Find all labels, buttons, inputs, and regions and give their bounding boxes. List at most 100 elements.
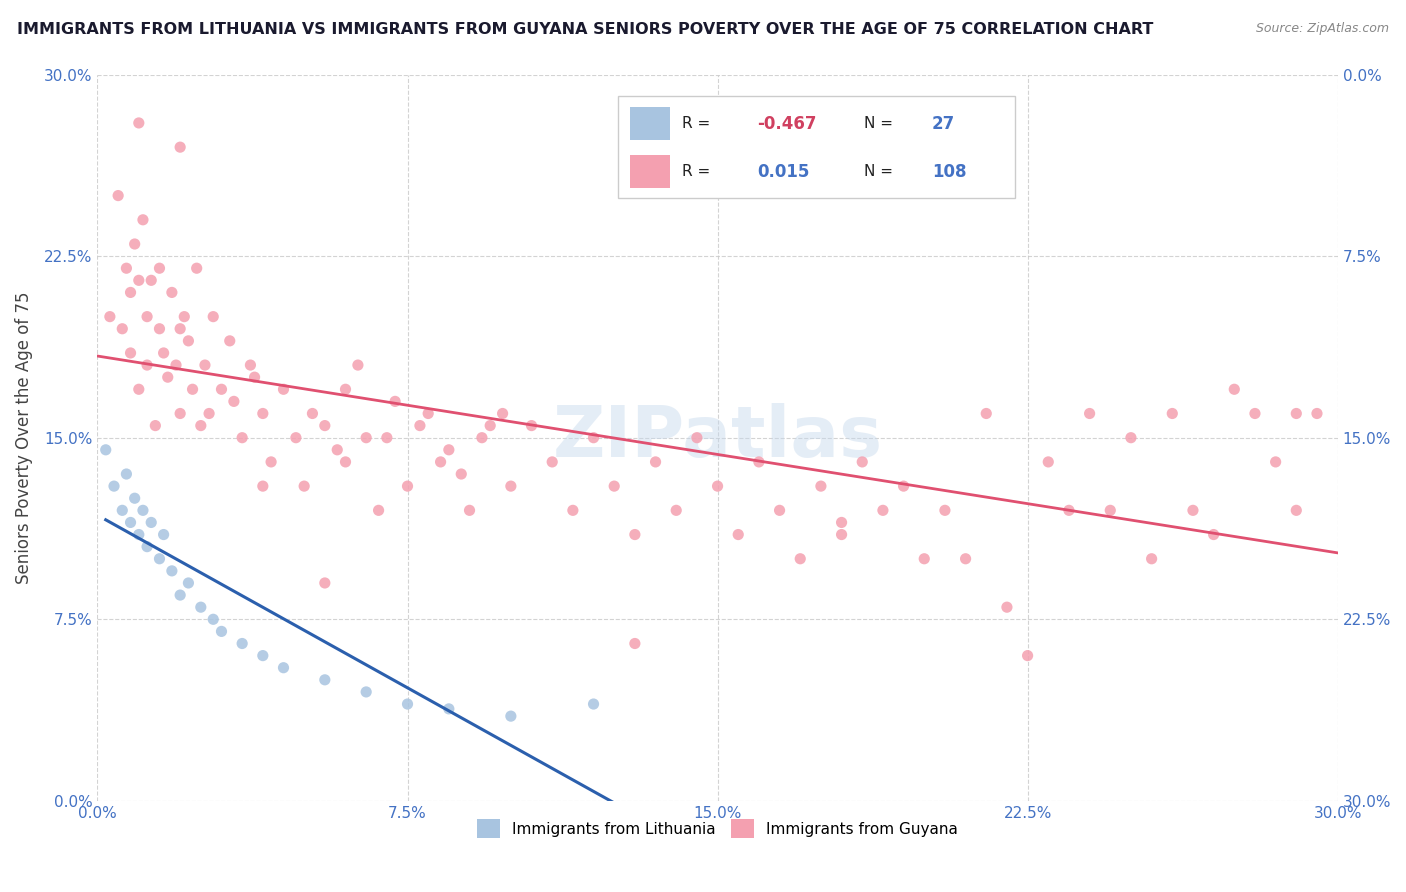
Point — [1264, 455, 1286, 469]
Point — [143, 418, 166, 433]
Point — [124, 237, 146, 252]
Point — [132, 503, 155, 517]
Point — [177, 576, 200, 591]
Point — [727, 527, 749, 541]
Point — [1099, 503, 1122, 517]
Point — [335, 382, 357, 396]
Point — [893, 479, 915, 493]
Point — [314, 673, 336, 687]
Point — [136, 310, 159, 324]
Point — [1202, 527, 1225, 541]
Point — [94, 442, 117, 457]
Point — [243, 370, 266, 384]
Point — [120, 516, 142, 530]
Point — [173, 310, 195, 324]
Point — [872, 503, 894, 517]
Point — [103, 479, 125, 493]
Point — [148, 322, 170, 336]
Point — [1181, 503, 1204, 517]
Point — [1119, 431, 1142, 445]
Point — [181, 382, 204, 396]
Point — [1306, 407, 1329, 421]
Point — [252, 407, 274, 421]
Point — [169, 407, 191, 421]
Point — [1285, 407, 1308, 421]
Point — [284, 431, 307, 445]
Point — [128, 273, 150, 287]
Point — [152, 346, 174, 360]
Point — [1017, 648, 1039, 663]
Point — [128, 116, 150, 130]
Point — [603, 479, 626, 493]
Point — [831, 527, 853, 541]
Point — [132, 212, 155, 227]
Point — [396, 479, 419, 493]
Point — [1285, 503, 1308, 517]
Point — [354, 685, 377, 699]
Point — [198, 407, 221, 421]
Point — [437, 442, 460, 457]
Point — [561, 503, 583, 517]
Point — [418, 407, 440, 421]
Point — [831, 516, 853, 530]
Point — [995, 600, 1018, 615]
Point — [222, 394, 245, 409]
Point — [499, 479, 522, 493]
Point — [141, 273, 163, 287]
Point — [851, 455, 873, 469]
Point — [499, 709, 522, 723]
Point — [1244, 407, 1267, 421]
Point — [520, 418, 543, 433]
Point — [120, 285, 142, 300]
Y-axis label: Seniors Poverty Over the Age of 75: Seniors Poverty Over the Age of 75 — [15, 292, 32, 584]
Point — [211, 624, 233, 639]
Point — [273, 661, 295, 675]
Point — [912, 551, 935, 566]
Point — [111, 503, 134, 517]
Point — [190, 600, 212, 615]
Point — [136, 358, 159, 372]
Point — [148, 261, 170, 276]
Text: Source: ZipAtlas.com: Source: ZipAtlas.com — [1256, 22, 1389, 36]
Text: IMMIGRANTS FROM LITHUANIA VS IMMIGRANTS FROM GUYANA SENIORS POVERTY OVER THE AGE: IMMIGRANTS FROM LITHUANIA VS IMMIGRANTS … — [17, 22, 1153, 37]
Point — [252, 648, 274, 663]
Point — [384, 394, 406, 409]
Point — [706, 479, 728, 493]
Point — [165, 358, 187, 372]
Point — [429, 455, 451, 469]
Point — [231, 431, 253, 445]
Point — [665, 503, 688, 517]
Point — [1223, 382, 1246, 396]
Point — [471, 431, 494, 445]
Point — [375, 431, 398, 445]
Point — [160, 564, 183, 578]
Point — [136, 540, 159, 554]
Point — [582, 697, 605, 711]
Point — [231, 636, 253, 650]
Point — [252, 479, 274, 493]
Point — [437, 702, 460, 716]
Point — [450, 467, 472, 481]
Point — [409, 418, 432, 433]
Point — [98, 310, 121, 324]
Point — [810, 479, 832, 493]
Point — [141, 516, 163, 530]
Point — [314, 576, 336, 591]
Point — [396, 697, 419, 711]
Point — [624, 636, 647, 650]
Point — [347, 358, 370, 372]
Point — [301, 407, 323, 421]
Point — [128, 527, 150, 541]
Point — [148, 551, 170, 566]
Point — [239, 358, 262, 372]
Point — [367, 503, 389, 517]
Point — [624, 527, 647, 541]
Point — [169, 588, 191, 602]
Point — [458, 503, 481, 517]
Point — [1038, 455, 1060, 469]
Point — [260, 455, 283, 469]
Point — [1161, 407, 1184, 421]
Point — [186, 261, 208, 276]
Point — [177, 334, 200, 348]
Point — [686, 431, 709, 445]
